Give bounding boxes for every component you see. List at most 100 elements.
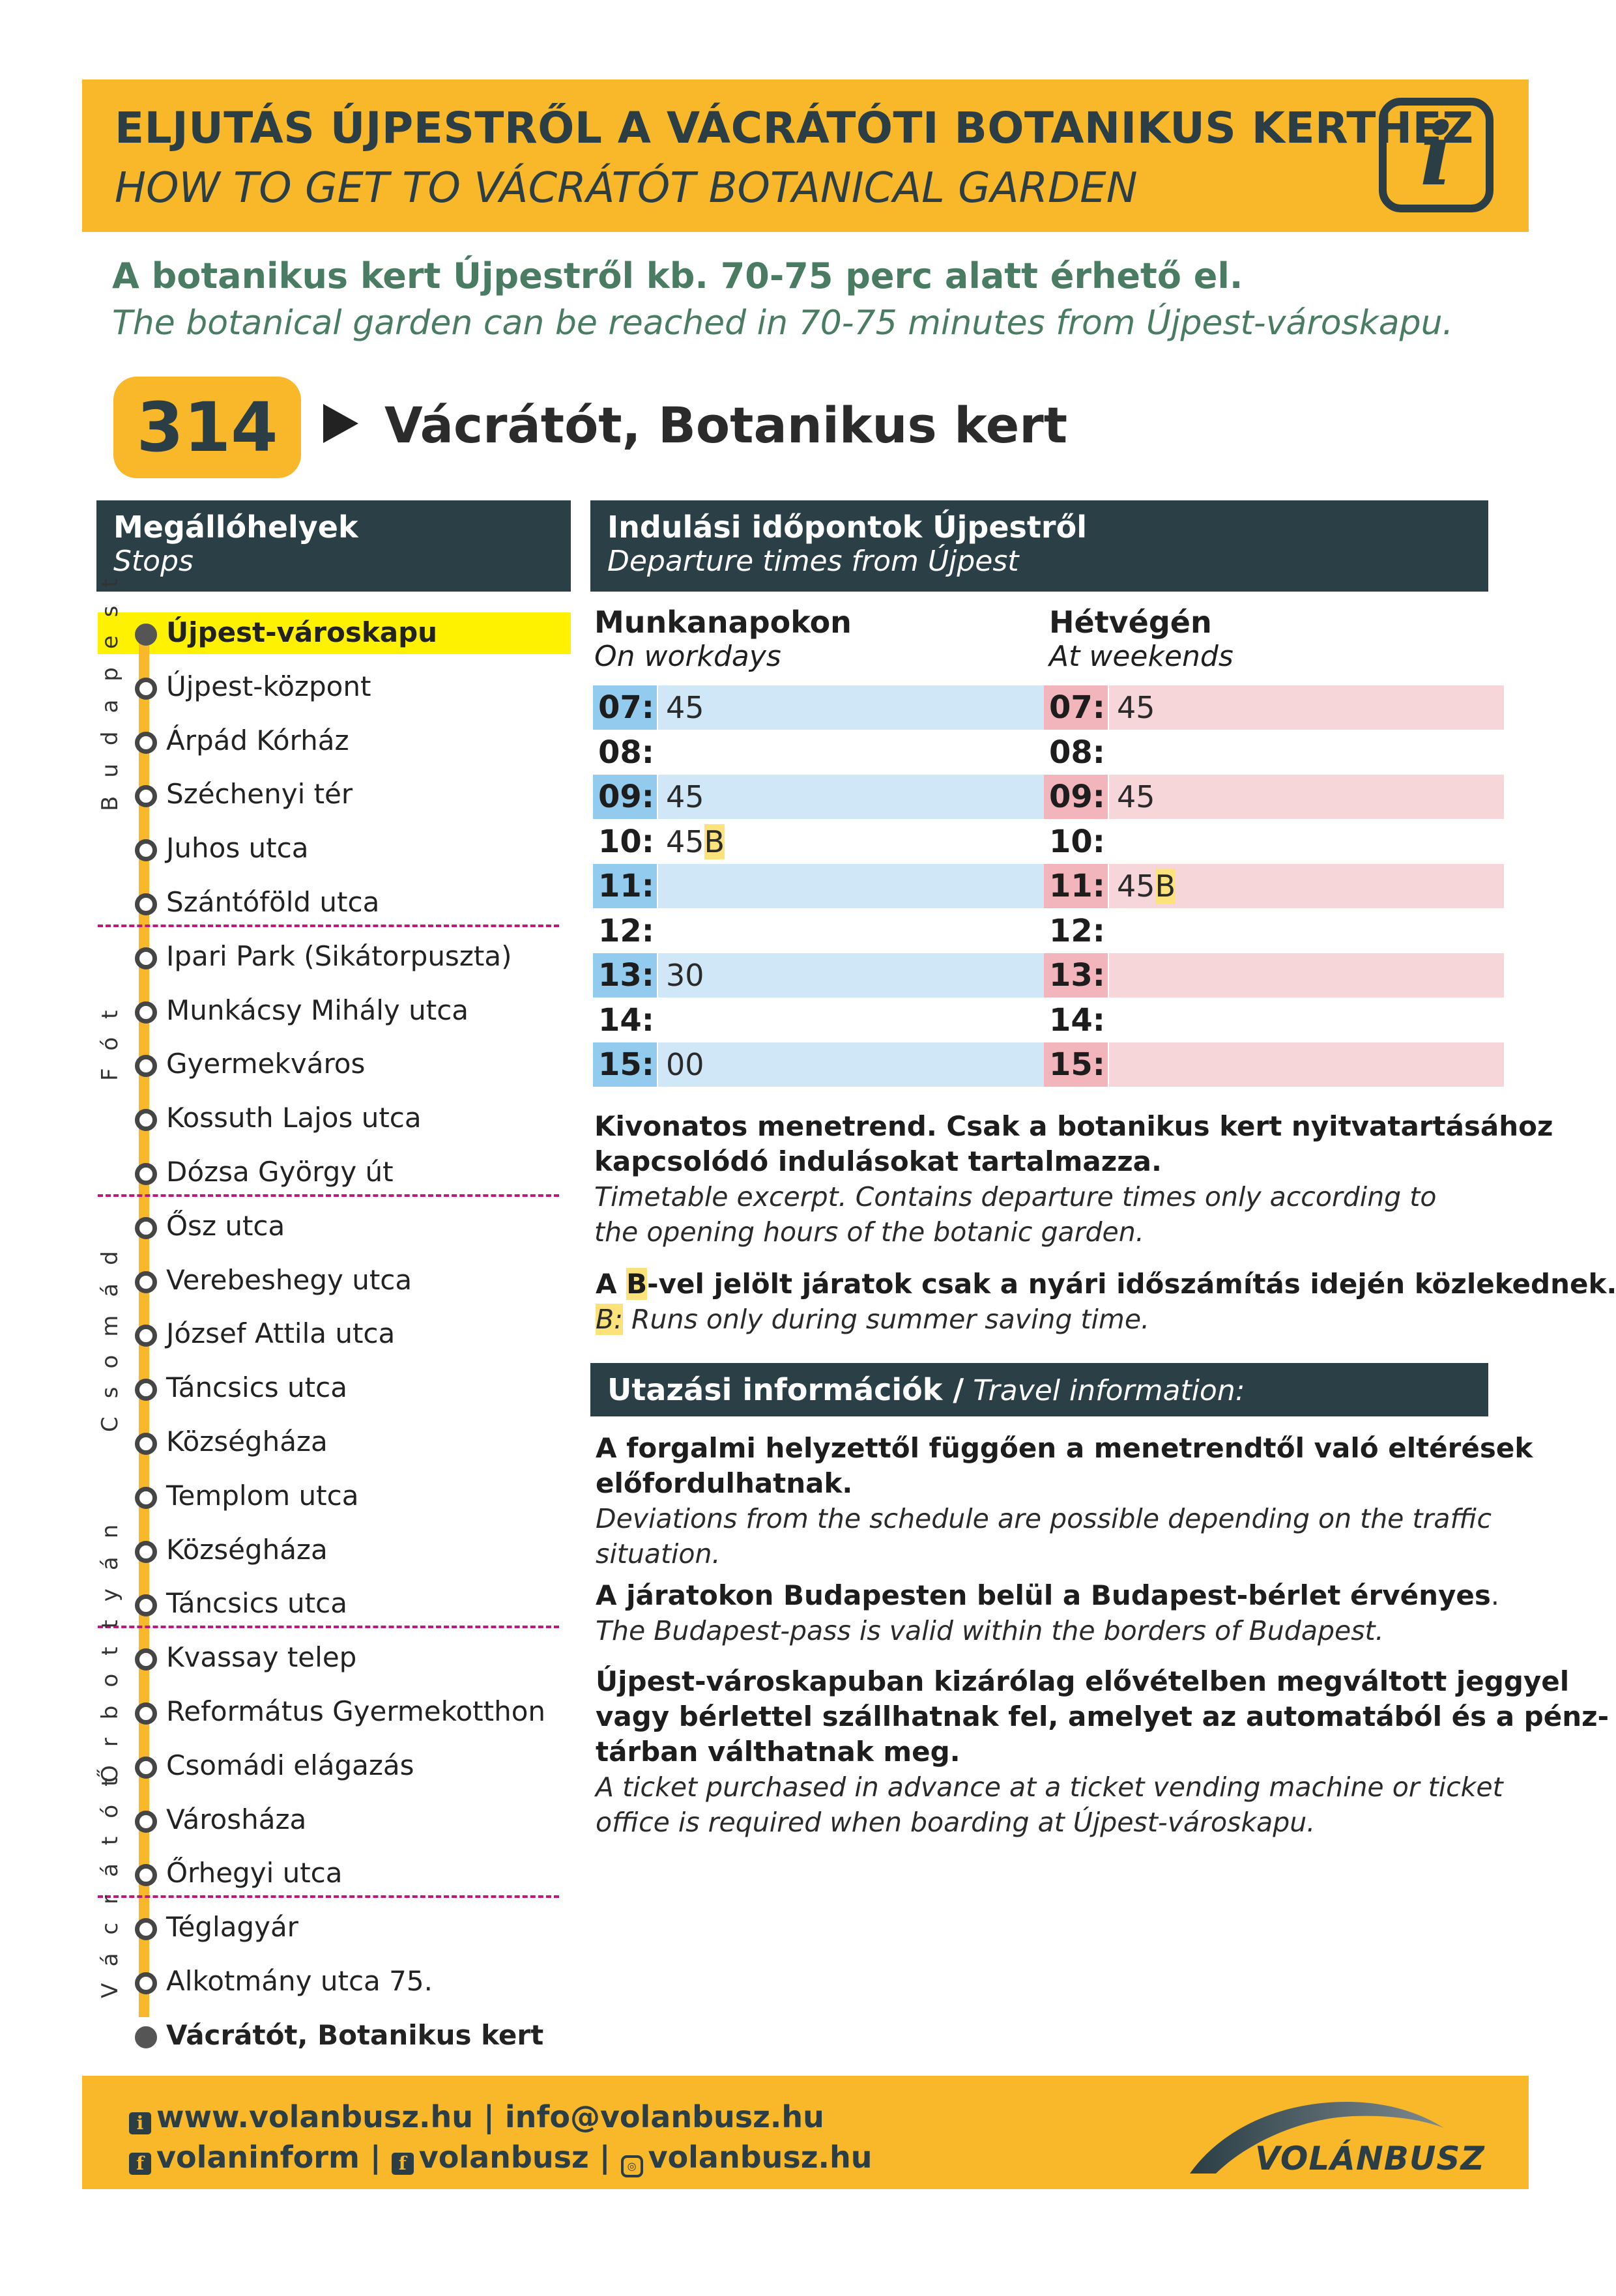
stop-dot-icon [135,1540,157,1563]
stop-dot-icon [135,1594,157,1617]
facebook-link-volanbusz[interactable]: volanbusz [418,2140,589,2175]
weekends-column-header: Hétvégén At weekends [1049,605,1234,673]
stop-item: Csomádi elágazás [0,1747,508,1786]
stop-dot-icon [135,785,157,808]
play-arrow-icon [323,404,358,443]
zone-separator [98,1194,559,1197]
stop-dot-icon [135,1486,157,1509]
departures-title-en: Departure times from Újpest [607,545,1019,578]
hour-cell: 10: [1049,823,1105,860]
minutes-cell [658,998,1056,1042]
title-en: HOW TO GET TO VÁCRÁTÓT BOTANICAL GARDEN [115,164,1138,212]
b-marker: B [626,1268,648,1300]
hour-cell: 12: [1049,912,1105,949]
summer-only-marker: B [704,824,725,859]
minutes-cell: 45 [1109,685,1504,730]
stop-dot-icon [135,1648,157,1671]
stop-name: Templom utca [166,1479,359,1512]
footer-contact-line: i www.volanbusz.hu | info@volanbusz.hu [129,2099,824,2134]
email-link[interactable]: info@volanbusz.hu [504,2099,824,2134]
minutes-cell [1109,820,1504,864]
stop-item: Vácrátót, Botanikus kert [0,2016,543,2056]
travel-p1-en-2: situation. [596,1538,721,1570]
travel-p3-en-2: office is required when boarding at Újpe… [596,1807,1316,1838]
minutes-cell [658,909,1056,953]
stop-dot-icon [135,2026,157,2048]
stop-name: Városháza [166,1803,307,1835]
travel-p3-hu-1: Újpest-városkapuban kizárólag elővételbe… [596,1665,1570,1697]
stop-name: Árpád Kórház [166,724,349,756]
stop-dot-icon [135,1810,157,1833]
stop-name: Ősz utca [166,1209,285,1242]
stop-dot-icon [135,1864,157,1887]
stop-name: József Attila utca [166,1317,396,1350]
travel-p3-hu-2: vagy bérlettel szállhatnak fel, amelyet … [596,1700,1609,1732]
stop-name: Gyermekváros [166,1048,366,1080]
stop-dot-icon [135,1756,157,1779]
workdays-label-hu: Munkanapokon [594,605,852,640]
hour-cell: 14: [598,1001,654,1039]
intro-text-hu: A botanikus kert Újpestről kb. 70-75 per… [112,255,1243,296]
b-note-en: B: Runs only during summer saving time. [596,1304,1150,1335]
stop-name: Táncsics utca [166,1371,347,1404]
stop-dot-icon [135,731,157,754]
stop-item: Juhos utca [0,829,508,868]
volanbusz-logo-swoosh [1190,2102,1444,2174]
stop-name: Téglagyár [166,1911,298,1944]
stop-item: Őrhegyi utca [0,1854,508,1893]
zone-label: Vácrátót [97,1759,123,1998]
hour-cell: 15: [593,1042,657,1087]
stop-item: Széchenyi tér [0,775,508,814]
stop-item: Községháza [0,1531,508,1570]
website-link[interactable]: www.volanbusz.hu [156,2099,473,2134]
excerpt-note-en-2: the opening hours of the botanic garden. [594,1216,1144,1248]
stop-name: Munkácsy Mihály utca [166,994,469,1026]
stop-item: Református Gyermekotthon [0,1693,545,1732]
minutes-cell [658,864,1056,908]
minutes-cell: 45B [666,824,725,859]
stop-item: Gyermekváros [0,1045,508,1084]
info-icon: i [129,2112,151,2134]
stop-dot-icon [135,1918,157,1941]
minutes-cell: 45B [1109,864,1504,908]
route-destination: Vácrátót, Botanikus kert [384,396,1068,454]
instagram-link[interactable]: volanbusz.hu [648,2140,873,2175]
excerpt-note-hu-2: kapcsolódó indulásokat tartalmazza. [594,1145,1162,1177]
stop-name: Csomádi elágazás [166,1749,414,1781]
zone-separator [98,1626,559,1629]
minutes-cell [1109,730,1504,775]
info-icon: i [1379,98,1493,212]
travel-p1-hu-1: A forgalmi helyzettől függően a menetren… [596,1432,1533,1464]
stop-dot-icon [135,1433,157,1455]
weekends-label-hu: Hétvégén [1049,605,1212,640]
hour-cell: 15: [1044,1042,1108,1087]
stop-name: Dózsa György út [166,1156,394,1188]
stop-item: Alkotmány utca 75. [0,1962,508,2002]
travel-p2-en: The Budapest-pass is valid within the bo… [596,1615,1384,1646]
stop-dot-icon [135,839,157,862]
intro-text-en: The botanical garden can be reached in 7… [112,304,1454,343]
stop-item: Kvassay telep [0,1639,508,1678]
volanbusz-logo-text: VOLÁNBUSZ [1255,2140,1485,2177]
stop-name: Községháza [166,1533,328,1566]
stop-item: Téglagyár [0,1908,508,1947]
stop-dot-icon [135,893,157,915]
hour-cell: 09: [593,775,657,819]
stop-name: Őrhegyi utca [166,1857,343,1889]
header-banner: ELJUTÁS ÚJPESTRŐL A VÁCRÁTÓTI BOTANIKUS … [82,79,1529,232]
stop-name: Újpest-városkapu [166,616,438,648]
facebook-link-volaninform[interactable]: volaninform [156,2140,360,2175]
hour-cell: 13: [1044,953,1108,997]
facebook-icon: f [129,2153,151,2175]
hour-cell: 11: [593,864,657,908]
hour-cell: 10: [598,823,654,860]
stop-name: Táncsics utca [166,1587,347,1620]
stop-dot-icon [135,947,157,969]
hour-cell: 09: [1044,775,1108,819]
stop-dot-icon [135,1109,157,1132]
footer-social-line: f volaninform | f volanbusz | ◎ volanbusz.h… [129,2140,873,2177]
stop-name: Református Gyermekotthon [166,1695,546,1727]
hour-cell: 08: [1049,734,1105,771]
b-note-hu: A B-vel jelölt járatok csak a nyári idős… [596,1268,1616,1300]
